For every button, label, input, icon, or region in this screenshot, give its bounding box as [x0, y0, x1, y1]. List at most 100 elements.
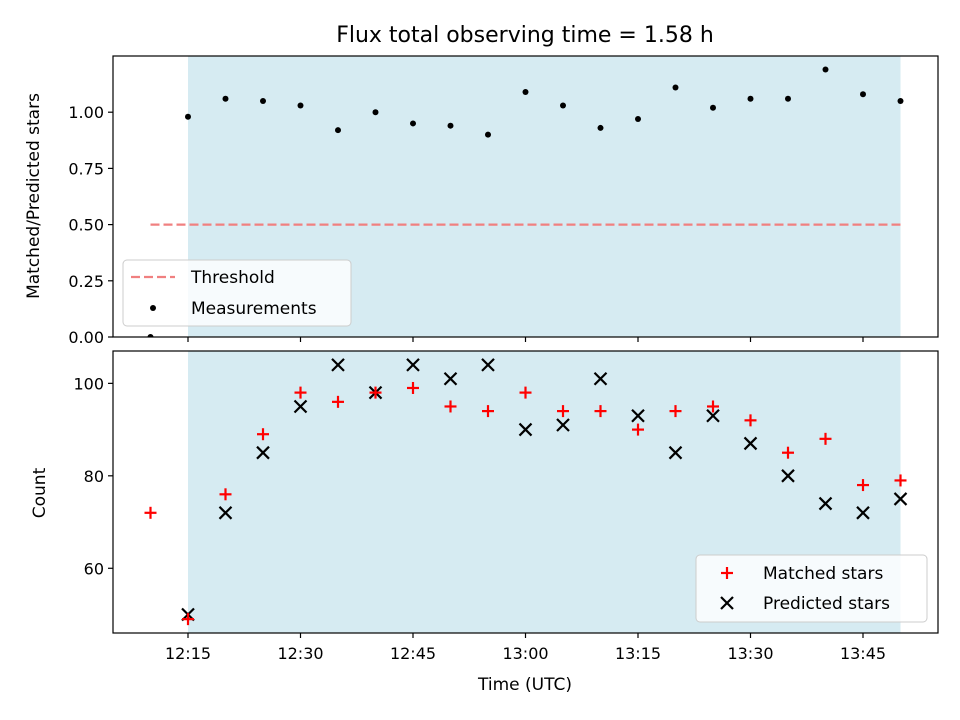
predicted-star-marker: [593, 371, 608, 386]
matched-star-marker: [369, 386, 382, 399]
matched-star-marker: [257, 428, 269, 441]
predicted-star-stroke: [406, 358, 420, 372]
matched-star-marker: [894, 474, 907, 487]
predicted-star-marker: [706, 408, 720, 423]
predicted-star-marker: [518, 422, 533, 437]
matched-star-marker: [219, 488, 232, 501]
legend-matched-label: Matched stars: [763, 564, 883, 584]
top-y-axis-label: Matched/Predicted stars: [24, 93, 44, 299]
predicted-star-marker: [331, 358, 345, 372]
measurement-point: [522, 88, 529, 95]
bottom-y-tick-label: 60: [84, 559, 104, 578]
x-tick-label: 12:45: [390, 644, 436, 663]
predicted-star-marker: [218, 506, 233, 520]
top-y-tick-label: 0.00: [68, 328, 104, 347]
predicted-star-stroke: [443, 371, 458, 386]
x-tick-label: 13:00: [502, 644, 548, 663]
measurement-point: [447, 122, 454, 129]
top-legend: Threshold Measurements: [122, 259, 352, 327]
measurement-point: [335, 127, 341, 134]
legend-predicted-swatch: [720, 596, 734, 610]
predicted-star-stroke: [481, 358, 495, 372]
measurement-point: [222, 95, 229, 102]
top-y-tick-label: 0.50: [68, 216, 104, 235]
top-panel: 0.00 0.25 0.50 0.75 1.00 Threshold Measurement…: [68, 55, 939, 347]
predicted-star-stroke: [781, 469, 795, 483]
chart-title: Flux total observing time = 1.58 h: [336, 23, 714, 48]
predicted-star-marker: [443, 371, 458, 386]
measurement-point: [372, 109, 379, 116]
measurement-point: [260, 97, 266, 104]
x-tick-label: 12:30: [277, 644, 323, 663]
x-tick-label: 13:15: [615, 644, 661, 663]
legend-measurement-label: Measurements: [191, 299, 317, 319]
matched-star-marker: [519, 386, 532, 399]
matched-star-marker: [594, 405, 607, 418]
top-y-tick-label: 1.00: [68, 103, 104, 122]
predicted-star-stroke: [218, 506, 233, 520]
matched-star-marker: [857, 479, 869, 492]
matched-star-marker: [707, 400, 719, 413]
x-tick-label: 13:45: [840, 644, 886, 663]
predicted-star-stroke: [556, 418, 570, 432]
matched-star-marker: [782, 446, 794, 459]
legend-measurement-swatch: [150, 305, 156, 311]
matched-star-marker: [482, 405, 494, 418]
legend-predicted-label: Predicted stars: [763, 594, 890, 614]
predicted-star-stroke: [706, 408, 720, 423]
x-tick-label: 12:15: [165, 644, 211, 663]
predicted-star-stroke: [668, 445, 683, 460]
measurement-point: [297, 102, 304, 109]
measurement-point: [597, 124, 604, 131]
bottom-legend: Matched stars Predicted stars: [695, 554, 928, 623]
predicted-star-marker: [631, 408, 645, 423]
measurement-point: [710, 104, 716, 111]
bottom-y-axis-label: Count: [30, 467, 50, 518]
bottom-panel: 60 80 100 12:15 12:30 12:45 13:00 13:15 13:30 13:…: [73, 350, 939, 663]
top-y-tick-label: 0.25: [68, 272, 104, 291]
predicted-star-marker: [893, 492, 908, 506]
predicted-star-marker: [256, 445, 270, 460]
matched-star-marker: [819, 432, 832, 445]
predicted-star-marker: [818, 496, 833, 511]
matched-star-marker: [144, 506, 157, 519]
predicted-star-stroke: [293, 399, 308, 414]
predicted-star-marker: [556, 418, 570, 432]
measurement-point: [672, 84, 679, 91]
matched-star-marker: [557, 405, 569, 418]
measurement-point: [410, 120, 416, 127]
top-legend-box: [122, 259, 352, 327]
predicted-star-stroke: [593, 371, 608, 386]
measurement-point: [560, 102, 566, 109]
matched-star-marker: [632, 423, 644, 436]
predicted-star-stroke: [818, 496, 833, 511]
predicted-star-marker: [743, 436, 758, 451]
predicted-star-marker: [481, 358, 495, 372]
predicted-star-marker: [781, 469, 795, 483]
measurement-point: [747, 95, 754, 102]
bottom-y-tick-label: 80: [84, 467, 104, 486]
matched-star-marker: [182, 613, 194, 626]
predicted-star-marker: [856, 506, 870, 520]
measurement-point: [485, 131, 491, 138]
predicted-star-stroke: [631, 408, 645, 423]
matched-star-marker: [407, 381, 419, 394]
top-y-tick-label: 0.75: [68, 159, 104, 178]
x-axis-label: Time (UTC): [477, 675, 572, 695]
matched-star-marker: [744, 414, 757, 427]
bottom-y-tick-label: 100: [73, 374, 104, 393]
measurement-point: [897, 97, 904, 104]
matched-star-marker: [332, 395, 344, 408]
matched-star-marker: [669, 405, 682, 418]
measurement-point: [822, 66, 829, 73]
legend-threshold-label: Threshold: [190, 268, 275, 288]
predicted-star-stroke: [743, 436, 758, 451]
predicted-star-marker: [668, 445, 683, 460]
measurement-point: [185, 113, 191, 120]
matched-star-marker: [294, 386, 307, 399]
x-tick-label: 13:30: [727, 644, 773, 663]
matched-star-marker: [444, 400, 457, 413]
measurement-point: [860, 91, 866, 98]
measurement-point: [785, 95, 791, 102]
